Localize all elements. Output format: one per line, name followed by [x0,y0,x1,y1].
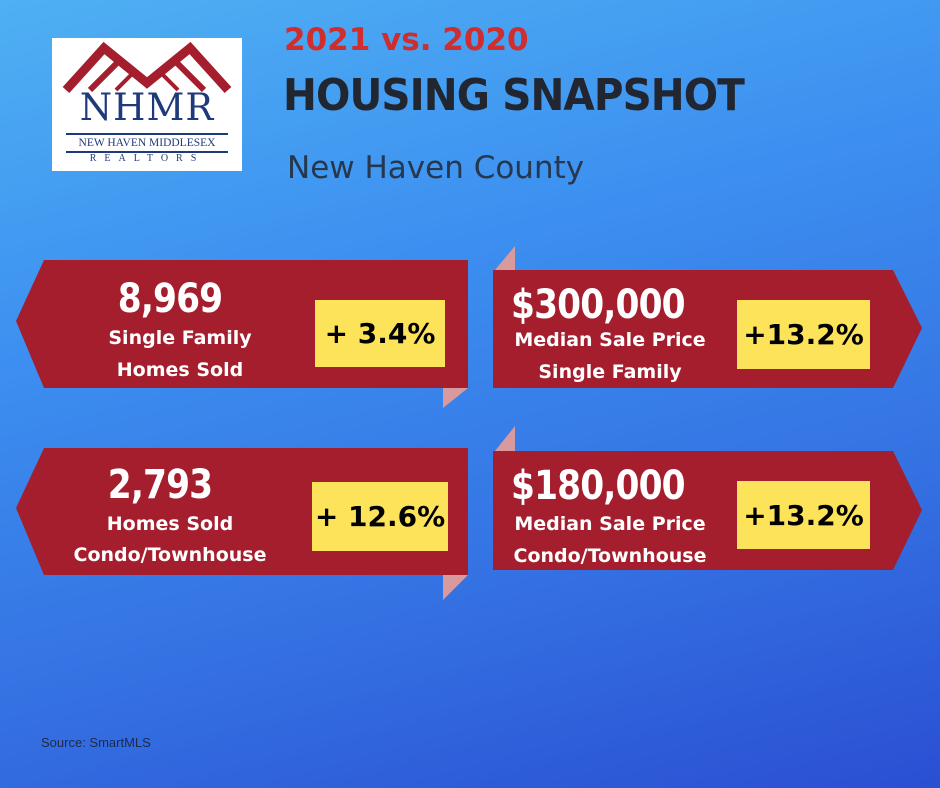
change-badge: +13.2% [737,300,870,369]
stat-label: Median Sale Price [514,329,706,351]
logo-name: NEW HAVEN MIDDLESEX [78,137,216,149]
stat-card-single-family-sold: 8,969 Single Family Homes Sold + 3.4% [0,240,480,415]
change-badge: + 3.4% [315,300,445,367]
stat-value: 8,969 [117,276,223,322]
stat-value: 2,793 [107,462,213,508]
stat-label: Median Sale Price [514,513,706,535]
stat-label: Homes Sold [106,513,234,535]
stat-card-median-price-single-family: $300,000 Median Sale Price Single Family… [480,240,940,415]
year-comparison: 2021 vs. 2020 [284,22,529,58]
stat-label: Condo/Townhouse [513,545,707,567]
stat-label: Condo/Townhouse [73,544,267,566]
logo-abbrev: NHMR [79,86,215,129]
logo-tagline: REALTORS [89,153,205,164]
nhmr-logo: NHMR NEW HAVEN MIDDLESEX REALTORS [52,38,242,171]
stat-card-median-price-condo: $180,000 Median Sale Price Condo/Townhou… [480,420,940,605]
logo-divider [66,133,228,135]
source-note: Source: SmartMLS [41,735,151,750]
stat-label: Homes Sold [116,359,244,381]
stat-label: Single Family [108,327,252,349]
stat-label: Single Family [538,361,682,383]
logo-divider [66,151,228,153]
page-title: HOUSING SNAPSHOT [283,70,745,121]
stat-card-condo-homes-sold: 2,793 Homes Sold Condo/Townhouse + 12.6% [0,420,480,605]
change-badge: + 12.6% [312,482,448,551]
stat-value: $300,000 [511,282,686,328]
change-badge: +13.2% [737,481,870,549]
stat-value: $180,000 [511,463,686,509]
county-subtitle: New Haven County [287,150,585,186]
roof-icon [62,41,232,94]
